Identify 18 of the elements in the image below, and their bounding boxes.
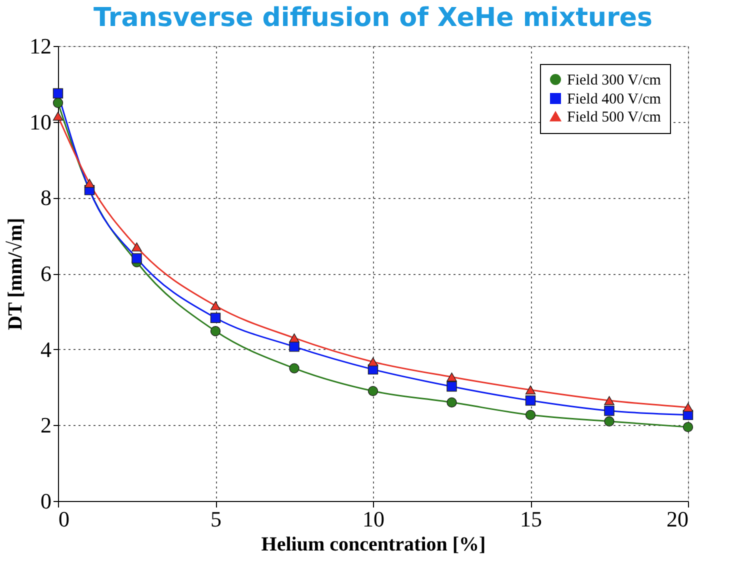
y-tick-label: 2 xyxy=(40,412,52,438)
y-tick-label: 6 xyxy=(40,261,52,286)
x-tick-label: 15 xyxy=(520,506,542,532)
legend-label: Field 400 V/cm xyxy=(567,92,662,108)
chart-title: Transverse diffusion of XeHe mixtures xyxy=(94,3,652,33)
y-tick-label: 0 xyxy=(40,488,52,514)
legend-label: Field 300 V/cm xyxy=(567,72,662,88)
y-tick-label: 12 xyxy=(30,34,52,58)
y-tick-label: 8 xyxy=(40,185,52,210)
y-tick-label: 4 xyxy=(40,336,52,362)
y-axis-title: DT [mm/√m] xyxy=(4,218,26,330)
x-tick-label: 20 xyxy=(666,506,688,532)
x-tick-label: 0 xyxy=(58,506,70,532)
legend-label: Field 500 V/cm xyxy=(567,110,662,126)
x-tick-label: 5 xyxy=(210,506,222,532)
x-axis-title: Helium concentration [%] xyxy=(261,534,486,556)
y-tick-label: 10 xyxy=(30,109,52,134)
x-tick-label: 10 xyxy=(362,506,384,532)
